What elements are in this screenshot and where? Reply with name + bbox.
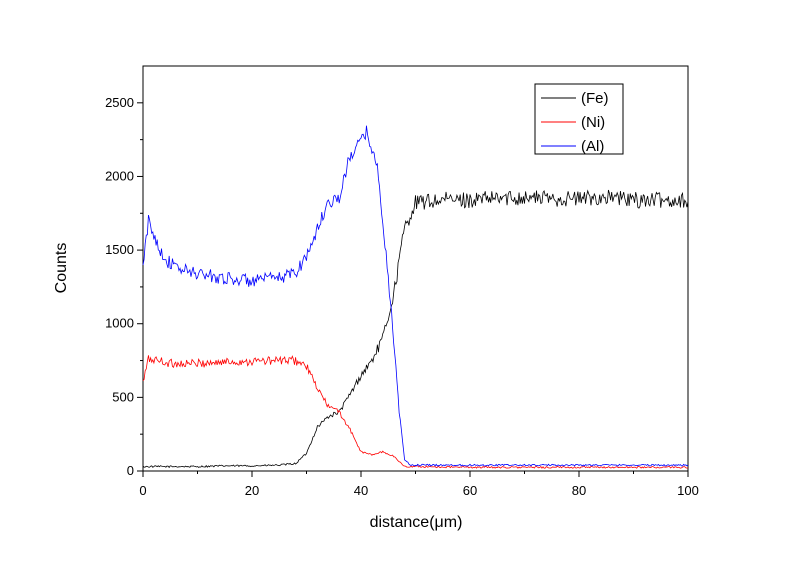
- legend-box: [534, 83, 624, 155]
- legend-label: (Ni): [581, 114, 605, 131]
- y-tick-label: 2000: [105, 168, 134, 183]
- y-tick-label: 2500: [105, 95, 134, 110]
- y-tick-label: 0: [127, 463, 134, 478]
- series-line-2: [142, 355, 689, 469]
- x-axis-label: distance(μm): [370, 514, 463, 531]
- legend: (Fe) (Ni) (Al): [534, 83, 624, 155]
- legend-label: (Al): [581, 138, 604, 155]
- series-lines: [142, 125, 689, 469]
- y-tick-label: 1500: [105, 242, 134, 257]
- x-tick-label: 20: [245, 483, 259, 498]
- y-tick-label: 1000: [105, 316, 134, 331]
- series-line-3: [142, 125, 689, 467]
- y-tick-label: 500: [112, 389, 134, 404]
- x-tick-label: 100: [677, 483, 699, 498]
- series-line-1: [142, 189, 689, 469]
- y-axis-label: Counts: [53, 243, 70, 294]
- legend-label: (Fe): [581, 90, 609, 107]
- x-tick-label: 60: [463, 483, 477, 498]
- x-tick-label: 80: [572, 483, 586, 498]
- x-tick-label: 0: [139, 483, 146, 498]
- x-tick-label: 40: [354, 483, 368, 498]
